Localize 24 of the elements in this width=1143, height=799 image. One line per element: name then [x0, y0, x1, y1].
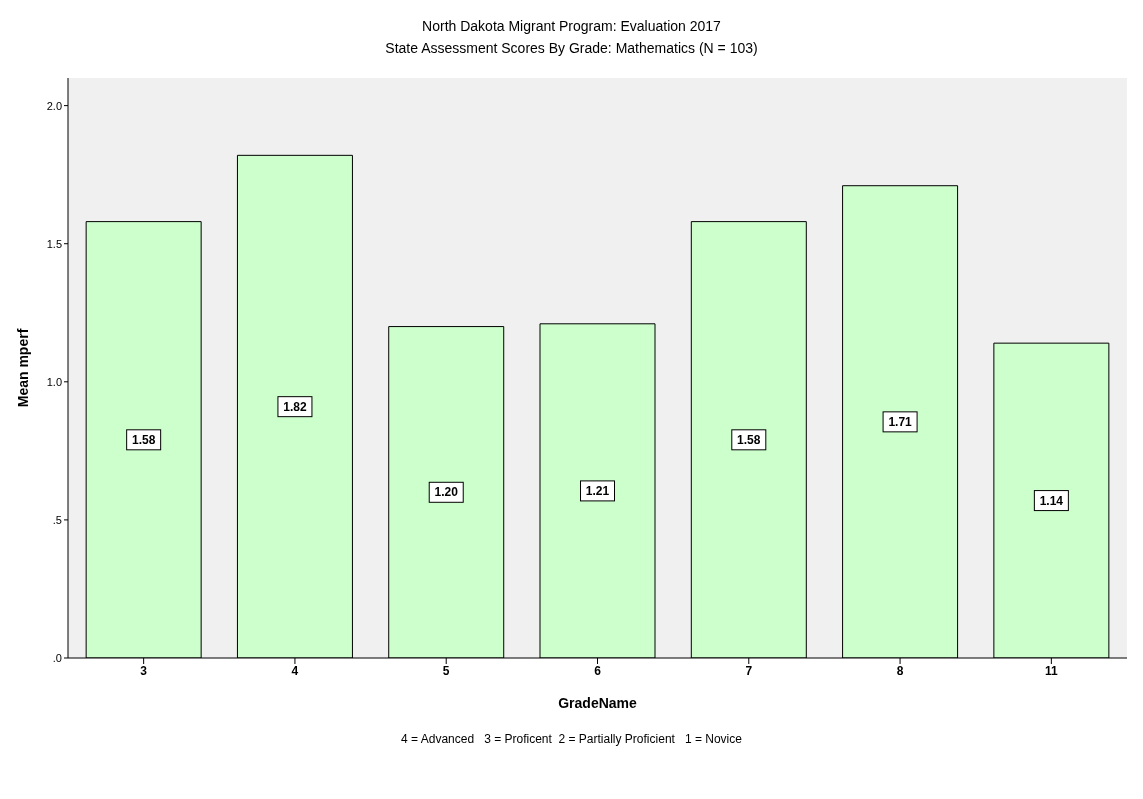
- data-label: 1.58: [737, 432, 761, 447]
- data-label: 1.14: [1039, 493, 1064, 508]
- data-label: 1.71: [888, 414, 913, 429]
- x-tick-label: 5: [442, 663, 450, 678]
- data-label: 1.20: [434, 485, 459, 500]
- x-axis-title: GradeName: [558, 695, 638, 711]
- y-tick-label: 2.0: [46, 99, 62, 112]
- data-label: 1.58: [131, 432, 156, 447]
- x-tick-label: 6: [594, 663, 602, 678]
- y-axis-title: Mean mperf: [14, 328, 31, 408]
- x-tick-label: 8: [896, 663, 904, 678]
- chart-title: North Dakota Migrant Program: Evaluation 2017: [421, 17, 722, 36]
- data-label: 1.82: [283, 399, 307, 414]
- y-tick-label: .5: [52, 513, 62, 526]
- y-tick-label: 1.0: [46, 375, 62, 388]
- x-tick-label: 7: [745, 663, 753, 678]
- y-tick-label: 1.5: [46, 237, 62, 250]
- data-label: 1.21: [585, 483, 610, 498]
- x-tick-label: 11: [1045, 663, 1059, 678]
- text: 4 = Advanced 3 = Proficent 2 = Partially Proficient 1 = Novice: [400, 732, 743, 746]
- x-tick-label: 4: [291, 663, 299, 678]
- x-tick-label: 3: [140, 663, 148, 678]
- chart-subtitle: State Assessment Scores By Grade: Mathematics (N = 103): [384, 40, 759, 58]
- y-tick-label: .0: [52, 651, 62, 664]
